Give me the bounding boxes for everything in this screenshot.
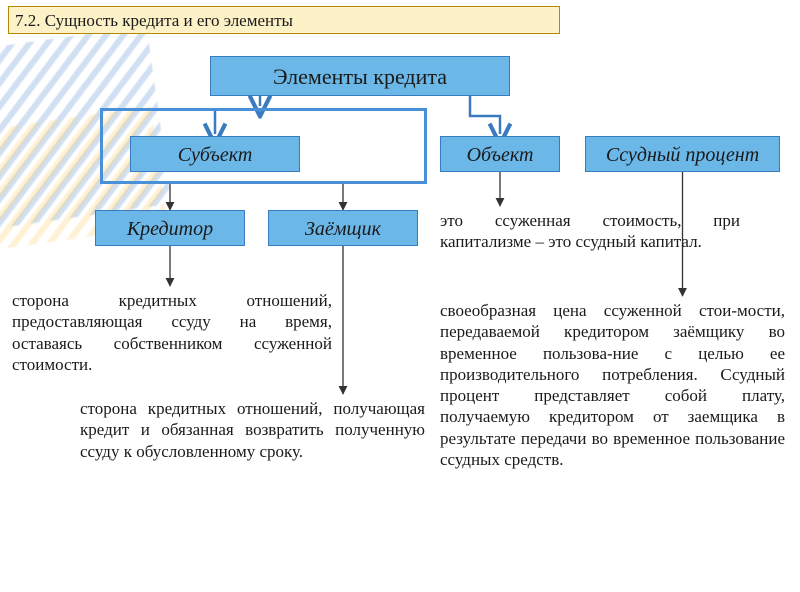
slide-title: 7.2. Сущность кредита и его элементы [8,6,560,34]
node-object: Объект [440,136,560,172]
node-percent: Ссудный процент [585,136,780,172]
desc-creditor: сторона кредитных отношений, предоставля… [12,290,332,375]
desc-object: это ссуженная стоимость, при капитализме… [440,210,740,253]
desc-debtor: сторона кредитных отношений, получающая … [80,398,425,462]
node-root: Элементы кредита [210,56,510,96]
node-creditor: Кредитор [95,210,245,246]
desc-percent: своеобразная цена ссуженной стои-мости, … [440,300,785,470]
node-subject: Субъект [130,136,300,172]
node-debtor: Заёмщик [268,210,418,246]
